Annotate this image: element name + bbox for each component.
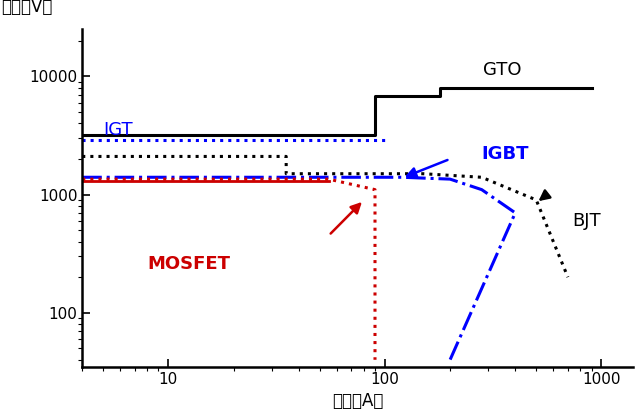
Text: IGT: IGT bbox=[103, 121, 133, 139]
Text: MOSFET: MOSFET bbox=[147, 255, 230, 273]
Y-axis label: 耐压（V）: 耐压（V） bbox=[1, 0, 53, 16]
Text: BJT: BJT bbox=[572, 212, 600, 230]
Text: IGBT: IGBT bbox=[482, 145, 529, 163]
X-axis label: 电流（A）: 电流（A） bbox=[332, 392, 383, 410]
Text: GTO: GTO bbox=[483, 61, 522, 79]
